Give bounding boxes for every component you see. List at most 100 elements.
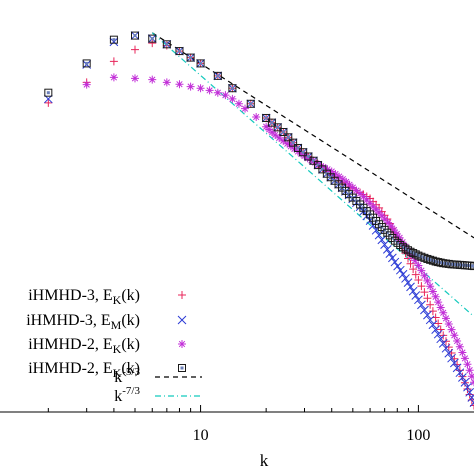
- point-ihmhd2_em-core: [401, 245, 405, 249]
- point-ihmhd2_ek: [392, 229, 401, 238]
- point-ihmhd2_ek: [323, 165, 332, 174]
- point-ihmhd2_ek: [262, 122, 271, 131]
- point-ihmhd2_em: [383, 228, 392, 237]
- point-ihmhd3_ek: [406, 259, 415, 268]
- point-ihmhd2_em-core: [450, 262, 454, 266]
- point-ihmhd2_em-core: [447, 262, 451, 266]
- point-ihmhd3_ek: [423, 294, 432, 303]
- legend-entry-ihmhd3_em: iHMHD-3, EM(k): [26, 312, 187, 332]
- point-ihmhd3_ek: [131, 45, 140, 54]
- point-ihmhd2_em-core: [276, 125, 280, 129]
- point-ihmhd2_ek: [228, 94, 237, 103]
- point-ihmhd3_ek: [109, 57, 118, 66]
- point-ihmhd2_em-core: [216, 74, 220, 78]
- point-ihmhd3_ek: [44, 98, 53, 107]
- point-ihmhd2_ek: [268, 128, 277, 137]
- point-ihmhd2_em: [304, 152, 313, 161]
- point-ihmhd2_em-core: [431, 259, 435, 263]
- point-ihmhd2_ek: [384, 218, 393, 227]
- point-ihmhd2_ek: [431, 292, 440, 301]
- point-ihmhd2_ek: [82, 80, 91, 89]
- point-ihmhd2_em-core: [249, 102, 253, 106]
- point-ihmhd2_ek: [279, 136, 288, 145]
- point-ihmhd2_em-core: [177, 49, 181, 53]
- point-ihmhd2_em-core: [444, 262, 448, 266]
- point-ihmhd2_ek: [221, 91, 230, 100]
- point-ihmhd3_em: [414, 295, 423, 305]
- point-ihmhd2_ek: [428, 287, 437, 296]
- point-ihmhd2_em-core: [385, 231, 389, 235]
- point-ihmhd2_em-core: [439, 261, 443, 265]
- legend: iHMHD-3, EK(k) iHMHD-3, EM(k) iHMHD-2, EK(…: [26, 287, 202, 405]
- point-ihmhd2_em-core: [281, 130, 285, 134]
- point-ihmhd2_ek: [444, 319, 453, 328]
- point-ihmhd2_ek: [395, 233, 404, 242]
- legend-marker-ihmhd2_em-core: [180, 366, 184, 370]
- point-ihmhd2_em-core: [388, 233, 392, 237]
- point-ihmhd2_ek: [234, 99, 243, 108]
- legend-entry-ihmhd2_em: iHMHD-2, EK(k): [28, 360, 186, 380]
- point-ihmhd2_ek: [131, 74, 140, 83]
- point-ihmhd2_em-core: [434, 260, 438, 264]
- point-ihmhd3_em: [467, 393, 474, 402]
- point-ihmhd2_em: [393, 238, 402, 247]
- series-ihmhd3_ek: [44, 39, 474, 410]
- point-ihmhd2_em: [262, 113, 271, 122]
- point-ihmhd2_em-core: [404, 247, 408, 251]
- point-ihmhd2_em: [213, 71, 222, 80]
- point-ihmhd2_ek: [447, 325, 456, 334]
- point-ihmhd2_em-core: [383, 228, 387, 232]
- point-ihmhd2_em-core: [452, 263, 456, 267]
- point-ihmhd2_ek: [365, 199, 374, 208]
- legend-entry-ihmhd2_ek: iHMHD-2, EK(k): [28, 336, 186, 356]
- point-ihmhd2_em-core: [320, 167, 324, 171]
- point-ihmhd2_em-core: [414, 252, 418, 256]
- point-ihmhd2_em-core: [46, 91, 50, 95]
- point-ihmhd3_em: [393, 261, 402, 271]
- point-ihmhd2_ek: [252, 113, 261, 122]
- point-ihmhd3_em: [458, 373, 467, 382]
- point-ihmhd3_em: [452, 363, 462, 373]
- point-ihmhd2_ek: [450, 331, 459, 340]
- point-ihmhd2_em-core: [312, 159, 316, 163]
- point-ihmhd2_em-core: [411, 251, 415, 255]
- point-ihmhd2_ek: [335, 172, 344, 181]
- point-ihmhd2_ek: [434, 298, 443, 307]
- point-ihmhd2_ek: [442, 314, 450, 323]
- point-ihmhd2_em-core: [291, 141, 295, 145]
- point-ihmhd2_em: [131, 31, 140, 40]
- point-ihmhd2_ek: [436, 303, 445, 312]
- point-ihmhd3_em: [408, 286, 418, 296]
- point-ihmhd3_em: [455, 368, 465, 378]
- point-ihmhd2_em-core: [377, 222, 381, 226]
- point-ihmhd3_em: [382, 245, 392, 254]
- point-ihmhd2_ek: [407, 251, 416, 260]
- series-ihmhd2_em: [44, 31, 474, 271]
- point-ihmhd3_em: [436, 334, 446, 344]
- point-ihmhd2_ek: [311, 158, 320, 167]
- point-ihmhd3_ek: [444, 343, 453, 352]
- point-ihmhd2_ek: [372, 205, 381, 214]
- point-ihmhd2_em: [299, 148, 308, 157]
- point-ihmhd2_ek: [465, 366, 474, 375]
- series-layer: [43, 31, 474, 410]
- point-ihmhd2_ek: [455, 342, 464, 351]
- point-ihmhd2_em: [44, 88, 53, 97]
- point-ihmhd3_em: [465, 387, 474, 397]
- point-ihmhd3_em: [417, 300, 426, 310]
- point-ihmhd2_em: [289, 138, 298, 147]
- point-ihmhd3_ek: [428, 307, 437, 316]
- point-ihmhd2_em-core: [393, 239, 397, 243]
- point-ihmhd2_em: [246, 99, 255, 108]
- point-ihmhd2_ek: [331, 170, 340, 179]
- point-ihmhd2_em-core: [428, 258, 432, 262]
- point-ihmhd2_em: [186, 53, 195, 62]
- point-ihmhd2_em-core: [468, 264, 472, 268]
- point-ihmhd3_em: [423, 310, 432, 320]
- point-ihmhd3_em: [444, 348, 454, 358]
- point-ihmhd2_ek: [205, 86, 214, 95]
- point-ihmhd3_em: [401, 274, 410, 283]
- point-ihmhd2_em: [470, 262, 474, 271]
- point-ihmhd2_em: [385, 231, 394, 240]
- point-ihmhd2_em-core: [296, 146, 300, 150]
